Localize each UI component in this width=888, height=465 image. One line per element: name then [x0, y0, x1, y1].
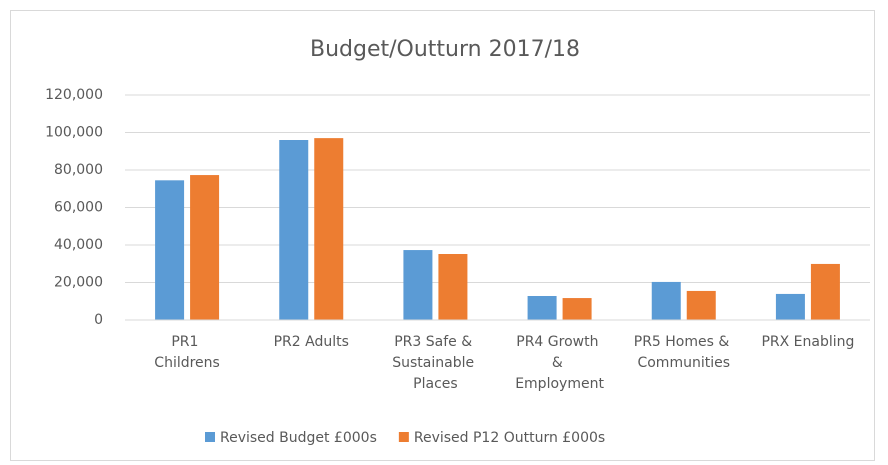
bar — [686, 290, 716, 320]
legend-label: Revised Budget £000s — [220, 430, 377, 446]
x-tick-label: PR2 Adults — [274, 334, 349, 350]
y-tick-label: 20,000 — [54, 275, 103, 291]
y-tick-label: 80,000 — [54, 162, 103, 178]
y-tick-label: 60,000 — [54, 200, 103, 216]
bar — [810, 263, 840, 320]
bar — [438, 254, 468, 320]
y-tick-label: 0 — [94, 312, 103, 328]
chart-frame — [10, 10, 875, 461]
chart-title: Budget/Outturn 2017/18 — [310, 37, 580, 62]
bar — [527, 296, 557, 320]
bar — [155, 180, 185, 320]
bar — [651, 281, 681, 320]
bar — [314, 138, 344, 320]
y-tick-label: 100,000 — [45, 125, 103, 141]
legend-swatch — [205, 432, 215, 442]
bar — [562, 298, 592, 320]
legend-swatch — [398, 432, 409, 442]
x-tick-label: PR3 Safe & Sustainable Places — [392, 334, 478, 392]
x-tick-label: PR5 Homes & Communities — [634, 334, 734, 371]
x-tick-label: PRX Enabling — [761, 334, 854, 350]
legend-label: Revised P12 Outturn £000s — [414, 430, 605, 446]
x-tick-label: PR1 Childrens — [154, 334, 220, 371]
bar — [190, 175, 220, 320]
bar — [279, 140, 309, 320]
x-tick-label: PR4 Growth & Employment — [515, 334, 604, 392]
y-tick-label: 40,000 — [54, 237, 103, 253]
bar — [403, 250, 433, 320]
y-tick-label: 120,000 — [45, 87, 103, 103]
bar — [775, 293, 805, 320]
